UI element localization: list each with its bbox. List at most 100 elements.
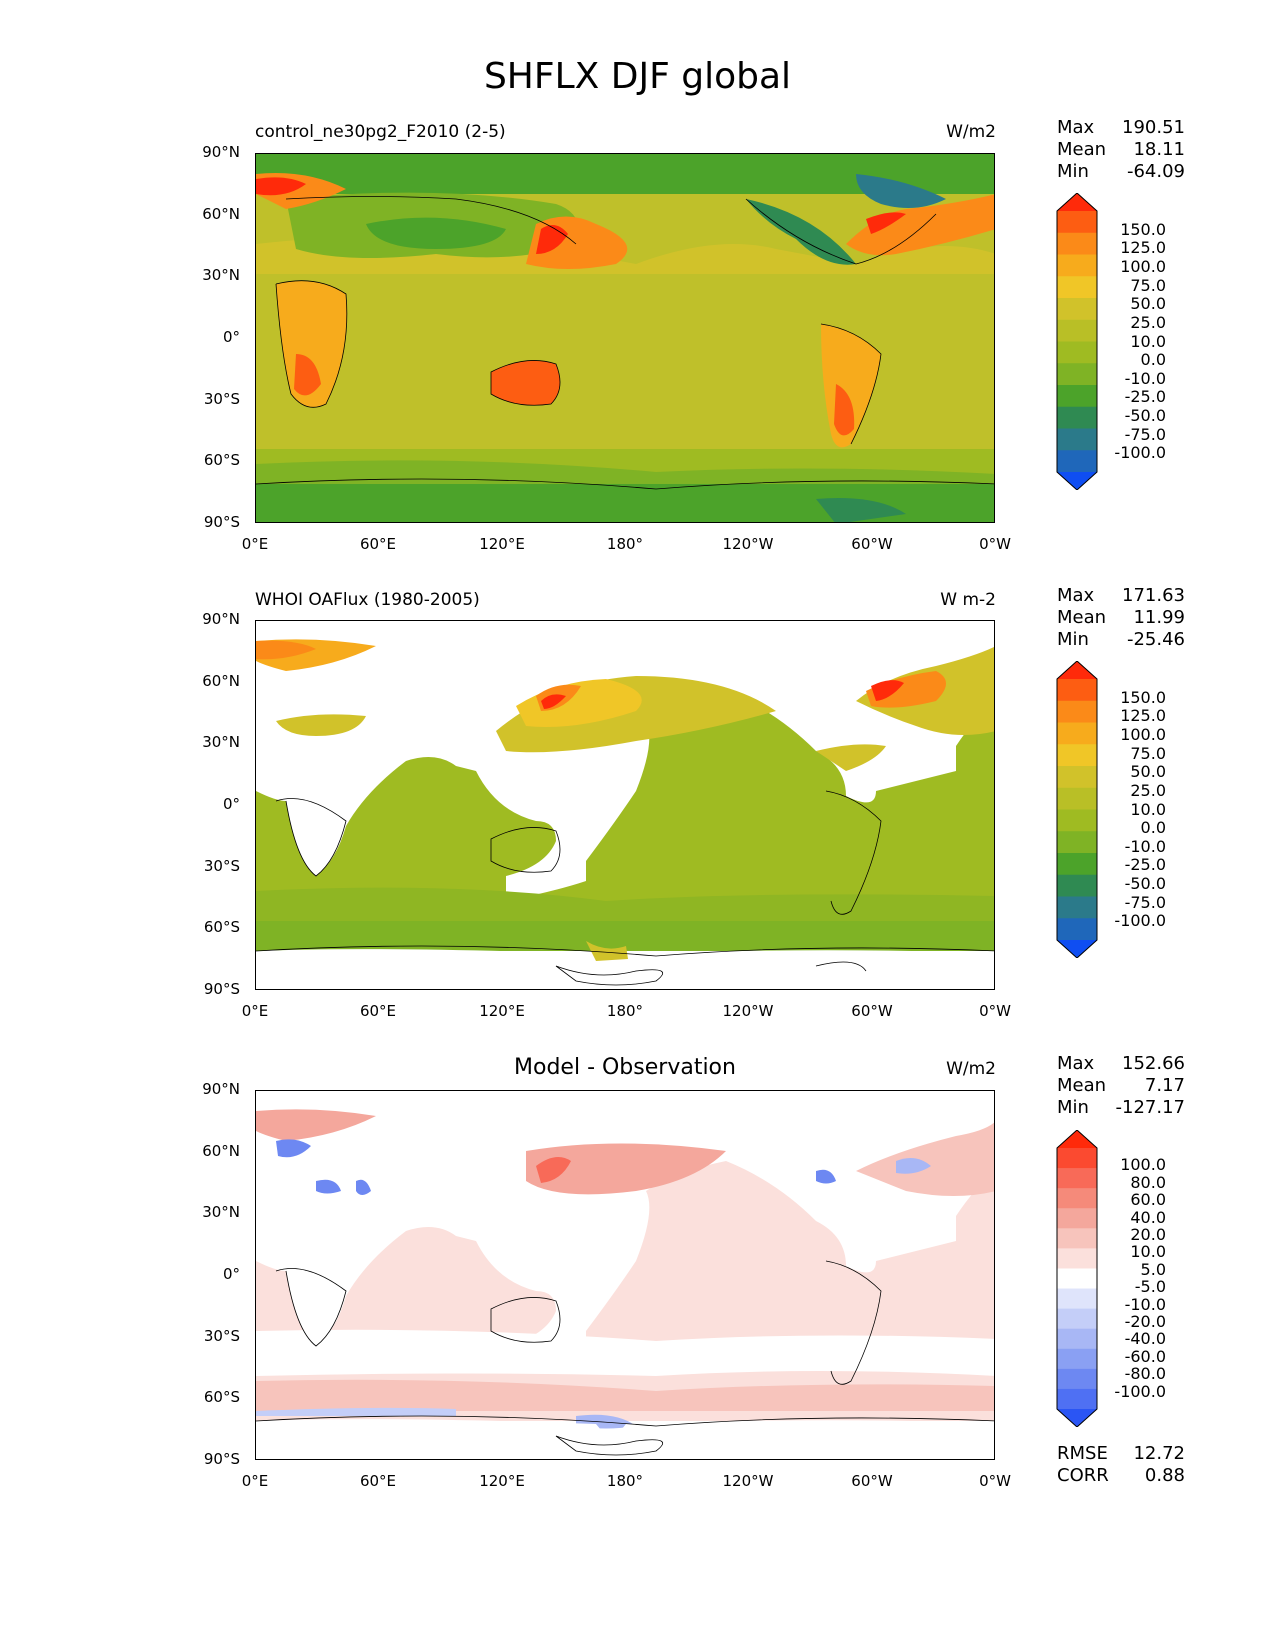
colorbar-segment: [1057, 918, 1097, 941]
panel-1-lat-label: 60°S: [203, 451, 240, 469]
colorbar-segment: [1057, 1228, 1097, 1249]
colorbar-segment: [1057, 363, 1097, 386]
colorbar-tick-label: 5.0: [1140, 1259, 1166, 1279]
colorbar-segment: [1057, 1368, 1097, 1390]
colorbar-segment: [1057, 787, 1097, 810]
panel-1-lon-label: 180°: [606, 535, 644, 553]
stat-label: Max: [1057, 585, 1095, 606]
colorbar-tick-label: -100.0: [1114, 1381, 1166, 1401]
panel-1-lon-label: 60°E: [359, 535, 397, 553]
colorbar-segment: [1057, 276, 1097, 299]
panel-3-map: [255, 1090, 995, 1460]
metric-value: 0.88: [1144, 1465, 1185, 1486]
colorbar-tick-label: -60.0: [1124, 1346, 1166, 1366]
panel-3-lat-label: 60°S: [203, 1388, 240, 1406]
panel-1-lon-label: 120°E: [479, 535, 525, 553]
metric-label: RMSE: [1057, 1443, 1108, 1464]
colorbar-extend-min: [1057, 1409, 1097, 1427]
panel-2-lon-label: 120°E: [479, 1002, 525, 1020]
stat-label: Min: [1057, 161, 1089, 182]
colorbar-extend-min: [1057, 472, 1097, 490]
panel-2-lon-label: 60°E: [359, 1002, 397, 1020]
colorbar-tick-label: 50.0: [1130, 294, 1166, 314]
colorbar-tick-label: -40.0: [1124, 1329, 1166, 1349]
panel-1-colorbar: [1056, 193, 1098, 490]
panel-3-title: Model - Observation: [514, 1055, 736, 1080]
panel-1-lon-label: 120°W: [722, 535, 774, 553]
panel-3-colorbar: [1056, 1130, 1098, 1427]
panel-3-lat-label: 30°S: [203, 1327, 240, 1345]
panel-1-lat-label: 0°: [222, 328, 240, 346]
colorbar-tick-label: -5.0: [1134, 1277, 1166, 1297]
colorbar-segment: [1057, 254, 1097, 277]
colorbar-segment: [1057, 809, 1097, 832]
stat-value: -25.46: [1126, 629, 1185, 650]
colorbar-tick-label: 0.0: [1140, 350, 1166, 370]
colorbar-outline: [1056, 193, 1098, 490]
colorbar-tick-label: -75.0: [1124, 892, 1166, 912]
panel-2-colorbar: [1056, 661, 1098, 958]
colorbar-outline: [1056, 1130, 1098, 1427]
stat-value: 171.63: [1122, 585, 1185, 606]
colorbar-tick-label: 80.0: [1130, 1172, 1166, 1192]
colorbar-extend-max: [1057, 1130, 1097, 1148]
colorbar-segment: [1057, 1348, 1097, 1370]
colorbar-segment: [1057, 853, 1097, 876]
colorbar-tick-label: 25.0: [1130, 780, 1166, 800]
panel-1-lat-label: 60°N: [202, 205, 240, 223]
colorbar-segment: [1057, 1248, 1097, 1269]
colorbar-segment: [1057, 766, 1097, 789]
panel-3-units: W/m2: [946, 1059, 996, 1079]
colorbar-tick-label: -100.0: [1114, 443, 1166, 463]
panel-1-map-image: [256, 154, 994, 522]
colorbar-extend-min: [1057, 940, 1097, 958]
colorbar-segment: [1057, 874, 1097, 897]
panel-1-lat-label: 90°N: [202, 143, 240, 161]
stat-value: -64.09: [1126, 161, 1185, 182]
panel-3-lon-label: 0°E: [241, 1472, 269, 1490]
stat-label: Min: [1057, 629, 1089, 650]
colorbar-tick-label: 60.0: [1130, 1190, 1166, 1210]
panel-2-lon-label: 180°: [606, 1002, 644, 1020]
colorbar-tick-label: -10.0: [1124, 836, 1166, 856]
stat-value: 190.51: [1122, 117, 1185, 138]
panel-2-stats: Max 171.63 Mean 11.99 Min -25.46: [1057, 585, 1185, 651]
colorbar-segment: [1057, 679, 1097, 702]
colorbar-segment: [1057, 1268, 1097, 1290]
panel-2-map-image: [256, 621, 994, 989]
colorbar-segment: [1057, 896, 1097, 919]
panel-2-units: W m-2: [940, 590, 996, 610]
panel-1-stats: Max 190.51 Mean 18.11 Min -64.09: [1057, 117, 1185, 183]
colorbar-segment: [1057, 700, 1097, 723]
colorbar-tick-label: 10.0: [1130, 331, 1166, 351]
colorbar-segment: [1057, 722, 1097, 745]
stat-label: Mean: [1057, 139, 1107, 160]
colorbar-segment: [1057, 744, 1097, 767]
stat-value: 11.99: [1133, 607, 1185, 628]
panel-1-lat-label: 90°S: [203, 513, 240, 531]
panel-2-lat-label: 30°S: [203, 857, 240, 875]
colorbar-tick-label: 25.0: [1130, 312, 1166, 332]
colorbar-tick-label: 75.0: [1130, 275, 1166, 295]
panel-2-lon-label: 0°E: [241, 1002, 269, 1020]
colorbar-segment: [1057, 1328, 1097, 1350]
panel-1-lat-label: 30°N: [202, 266, 240, 284]
colorbar-segment: [1057, 319, 1097, 342]
panel-2-lat-label: 90°N: [202, 610, 240, 628]
colorbar-tick-label: 50.0: [1130, 762, 1166, 782]
colorbar-tick-label: -10.0: [1124, 368, 1166, 388]
panel-2-lat-label: 0°: [222, 795, 240, 813]
panel-3-lon-label: 120°W: [722, 1472, 774, 1490]
colorbar-tick-label: -100.0: [1114, 911, 1166, 931]
colorbar-segment: [1057, 1288, 1097, 1310]
colorbar-tick-label: -20.0: [1124, 1312, 1166, 1331]
panel-3-lat-label: 60°N: [202, 1142, 240, 1160]
colorbar-segment: [1057, 1148, 1097, 1169]
colorbar-tick-label: -10.0: [1124, 1294, 1166, 1314]
panel-3-map-image: [256, 1091, 994, 1459]
colorbar-segment: [1057, 406, 1097, 429]
figure-title: SHFLX DJF global: [483, 56, 792, 97]
colorbar-segment: [1057, 428, 1097, 451]
panel-1-title: control_ne30pg2_F2010 (2-5): [255, 122, 506, 142]
panel-2-title: WHOI OAFlux (1980-2005): [255, 590, 480, 610]
